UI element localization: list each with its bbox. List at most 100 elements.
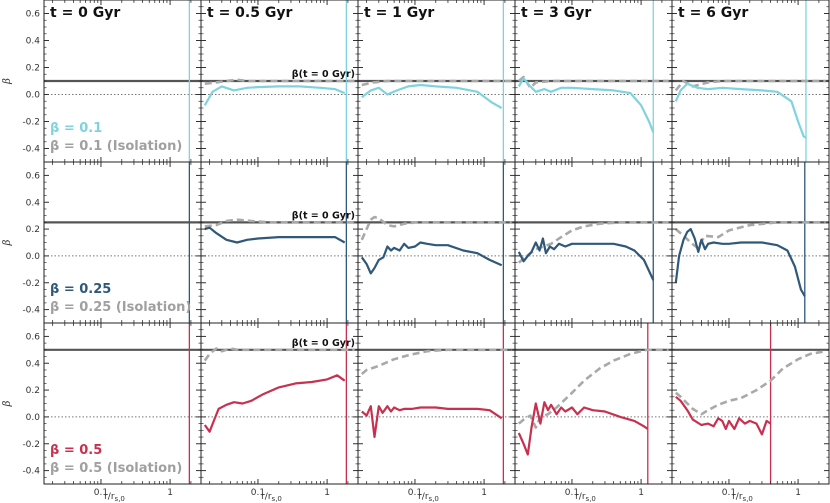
- x-tick-label: 1: [795, 488, 801, 498]
- beta-series-line: [203, 374, 346, 433]
- y-tick-label: 0.2: [26, 386, 40, 396]
- panel-r1-c1: [201, 162, 358, 323]
- initial-beta-annotation: β(t = 0 Gyr): [292, 69, 355, 80]
- y-tick-label: 0.0: [26, 252, 41, 262]
- panel-ticks-r1-c0: [44, 161, 201, 324]
- panel-ticks-r2-c4: [672, 322, 829, 485]
- legend-main: β = 0.1: [50, 121, 102, 136]
- y-tick-label: 0.2: [26, 64, 40, 74]
- legend-isolation: β = 0.1 (Isolation): [50, 139, 182, 154]
- panel-ticks-r1-c1: [201, 161, 358, 324]
- isolation-series-line: [360, 215, 512, 241]
- y-axis-label: β: [2, 239, 13, 246]
- x-tick-label: 0.1: [565, 488, 579, 498]
- column-title: t = 0.5 Gyr: [207, 5, 292, 21]
- panel-r1-c3: [515, 162, 672, 323]
- y-tick-label: 0.6: [26, 171, 41, 181]
- isolation-series-line: [361, 79, 512, 87]
- x-tick-label: 1: [638, 488, 644, 498]
- beta-series-line: [361, 405, 503, 439]
- y-tick-label: -0.2: [22, 279, 40, 289]
- x-axis-label-subscript: s,0: [429, 495, 439, 503]
- beta-series-line: [204, 226, 346, 244]
- panel-frame: [357, 322, 516, 485]
- isolation-series-line: [360, 348, 512, 375]
- x-tick-label: 0.1: [251, 488, 265, 498]
- y-axis-label: β: [2, 400, 13, 407]
- x-axis-label-subscript: s,0: [115, 495, 125, 503]
- legend-main: β = 0.25: [50, 282, 111, 297]
- y-tick-label: -0.4: [22, 306, 40, 316]
- x-axis-label: r/rs,0: [732, 492, 753, 503]
- panel-frame: [671, 322, 830, 485]
- y-tick-label: -0.2: [22, 440, 40, 450]
- beta-series-line: [517, 237, 655, 281]
- legend-main: β = 0.5: [50, 443, 102, 458]
- x-tick-label: 0.1: [94, 488, 108, 498]
- initial-beta-annotation: β(t = 0 Gyr): [292, 210, 355, 221]
- x-tick-label: 0.1: [408, 488, 422, 498]
- isolation-series-line: [204, 218, 355, 228]
- beta-series-line: [360, 241, 503, 275]
- beta-series-line: [517, 401, 649, 456]
- y-tick-label: 0.2: [26, 225, 40, 235]
- beta-series-line: [674, 82, 807, 139]
- x-axis-label: r/rs,0: [575, 492, 596, 503]
- y-tick-label: 0.0: [26, 91, 41, 101]
- y-tick-label: -0.4: [22, 145, 40, 155]
- panel-ticks-r2-c1: [201, 322, 358, 485]
- column-title: t = 3 Gyr: [521, 5, 591, 21]
- isolation-series-line: [674, 349, 826, 416]
- legend-isolation: β = 0.5 (Isolation): [50, 461, 182, 476]
- isolation-series-line: [674, 79, 826, 92]
- y-tick-label: 0.0: [26, 413, 41, 423]
- panel-ticks-r1-c2: [358, 161, 515, 324]
- panel-ticks-r1-c3: [515, 161, 672, 324]
- x-tick-label: 1: [481, 488, 487, 498]
- legend-isolation: β = 0.25 (Isolation): [50, 300, 191, 315]
- y-tick-label: -0.4: [22, 467, 40, 477]
- isolation-series-line: [204, 78, 355, 85]
- panel-frame: [514, 161, 673, 324]
- column-title: t = 0 Gyr: [50, 5, 120, 21]
- y-tick-label: 0.4: [26, 198, 41, 208]
- isolation-series-line: [674, 221, 826, 250]
- panel-frame: [200, 161, 359, 324]
- isolation-series-line: [203, 347, 355, 362]
- panel-r2-c4: [672, 323, 829, 484]
- x-axis-label: r/rs,0: [418, 492, 439, 503]
- panel-r1-c2: [358, 162, 515, 323]
- panel-r2-c3: [515, 323, 672, 484]
- panel-r1-c4: [672, 162, 829, 323]
- x-axis-label: r/rs,0: [104, 492, 125, 503]
- panel-r0-c2: [358, 0, 515, 162]
- beta-series-line: [361, 83, 503, 109]
- x-tick-label: 1: [324, 488, 330, 498]
- panel-frame: [43, 161, 202, 324]
- x-axis-label-subscript: s,0: [743, 495, 753, 503]
- initial-beta-annotation: β(t = 0 Gyr): [292, 338, 355, 349]
- panel-ticks-r2-c2: [358, 322, 515, 485]
- beta-series-line: [517, 77, 655, 133]
- isolation-series-line: [517, 75, 669, 90]
- panel-r0-c4: [672, 0, 829, 162]
- column-title: t = 6 Gyr: [678, 5, 748, 21]
- beta-series-line: [203, 85, 346, 106]
- x-tick-label: 0.1: [722, 488, 736, 498]
- panel-r0-c3: [515, 0, 672, 162]
- y-tick-label: 0.6: [26, 332, 41, 342]
- panel-frame: [43, 322, 202, 485]
- isolation-series-line: [517, 348, 669, 429]
- panel-ticks-r2-c3: [515, 322, 672, 485]
- beta-series-line: [675, 395, 772, 436]
- x-axis-label-subscript: s,0: [272, 495, 282, 503]
- panel-r2-c1: [201, 323, 358, 484]
- y-tick-label: 0.6: [26, 10, 41, 20]
- x-tick-label: 1: [167, 488, 173, 498]
- panel-r0-c1: [201, 0, 358, 162]
- panel-r1-c0: [44, 162, 201, 323]
- x-axis-label: r/rs,0: [261, 492, 282, 503]
- column-title: t = 1 Gyr: [364, 5, 434, 21]
- y-tick-label: 0.4: [26, 37, 41, 47]
